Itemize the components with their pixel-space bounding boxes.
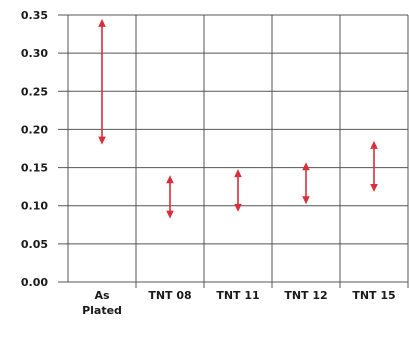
range-arrow-head-bottom: [370, 183, 378, 192]
grid-lines: [58, 14, 409, 288]
range-arrow-head-bottom: [166, 210, 174, 219]
y-tick-label: 0.30: [21, 47, 48, 60]
y-tick-label: 0.35: [21, 9, 48, 22]
x-tick-label: TNT 12: [284, 289, 327, 302]
y-tick-label: 0.20: [21, 123, 48, 136]
x-tick-label: TNT 15: [352, 289, 395, 302]
range-arrow-head-bottom: [98, 136, 106, 145]
range-arrow: [98, 18, 106, 145]
x-tick-label: Plated: [82, 304, 122, 317]
range-arrow: [370, 140, 378, 192]
range-arrow: [302, 162, 310, 205]
range-arrow-head-top: [370, 140, 378, 149]
y-tick-label: 0.15: [21, 162, 48, 175]
range-arrow-head-top: [302, 162, 310, 171]
range-arrow: [166, 175, 174, 219]
x-tick-label: TNT 11: [216, 289, 259, 302]
y-axis: 0.00 0.05 0.10 0.15 0.20 0.25 0.30 0.35: [21, 9, 48, 289]
y-tick-label: 0.10: [21, 200, 48, 213]
range-arrow-head-top: [234, 169, 242, 178]
range-arrow: [234, 169, 242, 212]
x-axis: As Plated TNT 08 TNT 11 TNT 12 TNT 15: [82, 289, 396, 317]
range-arrow-head-bottom: [234, 203, 242, 212]
range-arrows: [98, 18, 378, 219]
x-tick-label: TNT 08: [148, 289, 191, 302]
y-tick-label: 0.25: [21, 85, 48, 98]
range-arrow-head-top: [98, 18, 106, 27]
x-tick-label: As: [94, 289, 110, 302]
range-arrow-head-top: [166, 175, 174, 184]
y-tick-label: 0.00: [21, 276, 48, 289]
y-tick-label: 0.05: [21, 238, 48, 251]
range-arrow-head-bottom: [302, 196, 310, 205]
